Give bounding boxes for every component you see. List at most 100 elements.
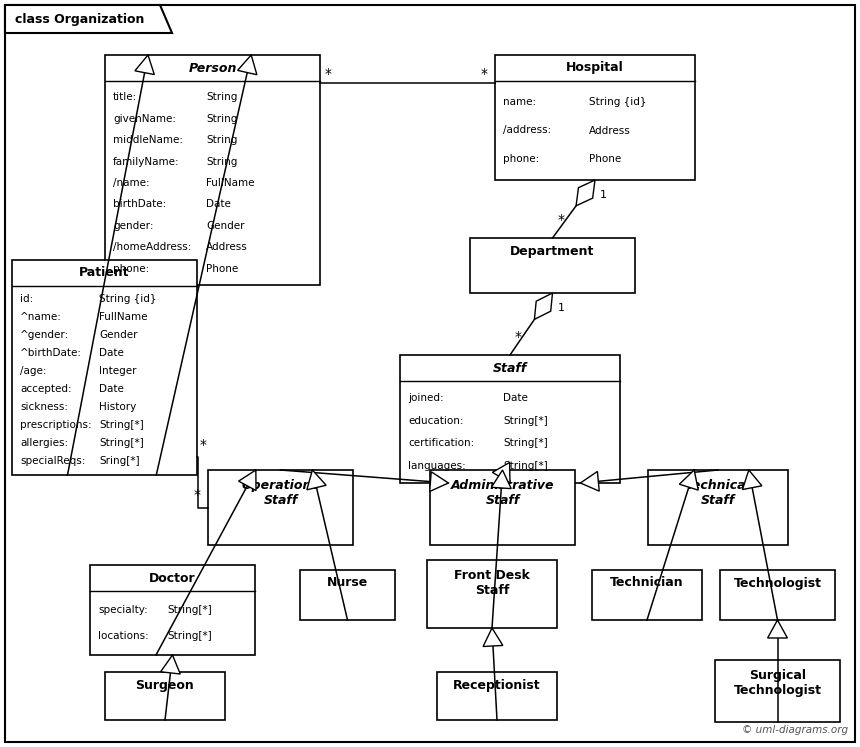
Polygon shape <box>491 470 511 489</box>
Text: Person: Person <box>188 61 237 75</box>
Bar <box>437 672 557 720</box>
Text: name:: name: <box>503 97 536 108</box>
Text: History: History <box>99 403 136 412</box>
Bar <box>12 260 197 475</box>
Text: Receptionist: Receptionist <box>453 678 541 692</box>
Text: Address: Address <box>589 125 630 135</box>
Text: 1: 1 <box>600 190 607 200</box>
Bar <box>495 55 695 180</box>
Text: Date: Date <box>206 199 231 209</box>
Text: String[*]: String[*] <box>99 421 144 430</box>
Text: Surgical
Technologist: Surgical Technologist <box>734 669 821 697</box>
Bar <box>430 470 575 545</box>
Text: phone:: phone: <box>113 264 150 274</box>
Bar <box>427 560 557 628</box>
Text: givenName:: givenName: <box>113 114 176 123</box>
Bar <box>105 55 320 285</box>
Polygon shape <box>5 5 172 33</box>
Text: /name:: /name: <box>113 178 150 188</box>
Text: Date: Date <box>99 349 124 359</box>
Polygon shape <box>483 628 503 646</box>
Text: Date: Date <box>503 393 528 403</box>
Text: Surgeon: Surgeon <box>136 678 194 692</box>
Text: id:: id: <box>20 294 34 305</box>
Text: Integer: Integer <box>99 367 137 376</box>
Text: *: * <box>194 489 201 503</box>
Text: /age:: /age: <box>20 367 46 376</box>
Polygon shape <box>237 55 257 75</box>
Text: Administrative
Staff: Administrative Staff <box>451 479 554 507</box>
Polygon shape <box>580 471 599 492</box>
Polygon shape <box>679 470 698 490</box>
Text: String[*]: String[*] <box>99 438 144 448</box>
Text: locations:: locations: <box>98 630 149 641</box>
Text: Phone: Phone <box>206 264 238 274</box>
Text: prescriptions:: prescriptions: <box>20 421 92 430</box>
Text: Technologist: Technologist <box>734 577 821 589</box>
Text: joined:: joined: <box>408 393 444 403</box>
Text: Gender: Gender <box>206 221 244 231</box>
Text: Department: Department <box>510 244 594 258</box>
Text: specialReqs:: specialReqs: <box>20 456 85 466</box>
Polygon shape <box>161 655 181 674</box>
Text: String: String <box>206 114 237 123</box>
Bar <box>400 355 620 483</box>
Text: Operations
Staff: Operations Staff <box>242 479 319 507</box>
Text: String: String <box>206 92 237 102</box>
Text: birthDate:: birthDate: <box>113 199 166 209</box>
Text: gender:: gender: <box>113 221 153 231</box>
Text: FullName: FullName <box>99 312 147 323</box>
Text: *: * <box>515 330 522 344</box>
Text: Front Desk
Staff: Front Desk Staff <box>454 569 530 597</box>
Text: *: * <box>325 67 332 81</box>
Text: phone:: phone: <box>503 154 539 164</box>
Text: *: * <box>200 438 207 452</box>
Bar <box>648 470 788 545</box>
Text: Phone: Phone <box>589 154 621 164</box>
Text: String: String <box>206 157 237 167</box>
Text: String[*]: String[*] <box>503 461 548 471</box>
Text: ^gender:: ^gender: <box>20 330 70 341</box>
Text: String {id}: String {id} <box>99 294 157 305</box>
Polygon shape <box>768 620 788 638</box>
Text: Gender: Gender <box>99 330 138 341</box>
Text: Hospital: Hospital <box>566 61 624 75</box>
Text: Doctor: Doctor <box>149 571 196 584</box>
Text: String[*]: String[*] <box>503 438 548 448</box>
Polygon shape <box>493 462 510 483</box>
Bar <box>470 238 635 293</box>
Text: *: * <box>481 67 488 81</box>
Text: class Organization: class Organization <box>15 13 144 25</box>
Polygon shape <box>742 470 762 489</box>
Bar <box>715 660 840 722</box>
Bar <box>592 570 702 620</box>
Text: /address:: /address: <box>503 125 551 135</box>
Text: certification:: certification: <box>408 438 474 448</box>
Text: Address: Address <box>206 243 248 252</box>
Bar <box>208 470 353 545</box>
Bar <box>720 570 835 620</box>
Text: String[*]: String[*] <box>168 605 212 616</box>
Text: Technician: Technician <box>611 577 684 589</box>
Text: /homeAddress:: /homeAddress: <box>113 243 192 252</box>
Text: familyName:: familyName: <box>113 157 180 167</box>
Text: allergies:: allergies: <box>20 438 68 448</box>
Bar <box>90 565 255 655</box>
Text: 1: 1 <box>557 303 564 313</box>
Text: String {id}: String {id} <box>589 97 647 108</box>
Polygon shape <box>307 470 326 490</box>
Bar <box>300 570 395 620</box>
Text: Nurse: Nurse <box>327 577 368 589</box>
Polygon shape <box>135 55 154 75</box>
Text: © uml-diagrams.org: © uml-diagrams.org <box>742 725 848 735</box>
Text: Patient: Patient <box>79 267 130 279</box>
Text: FullName: FullName <box>206 178 255 188</box>
Text: ^name:: ^name: <box>20 312 62 323</box>
Polygon shape <box>534 293 552 320</box>
Text: sickness:: sickness: <box>20 403 68 412</box>
Text: Staff: Staff <box>493 362 527 374</box>
Text: String[*]: String[*] <box>168 630 212 641</box>
Polygon shape <box>430 472 448 492</box>
Text: ^birthDate:: ^birthDate: <box>20 349 82 359</box>
Text: specialty:: specialty: <box>98 605 148 616</box>
